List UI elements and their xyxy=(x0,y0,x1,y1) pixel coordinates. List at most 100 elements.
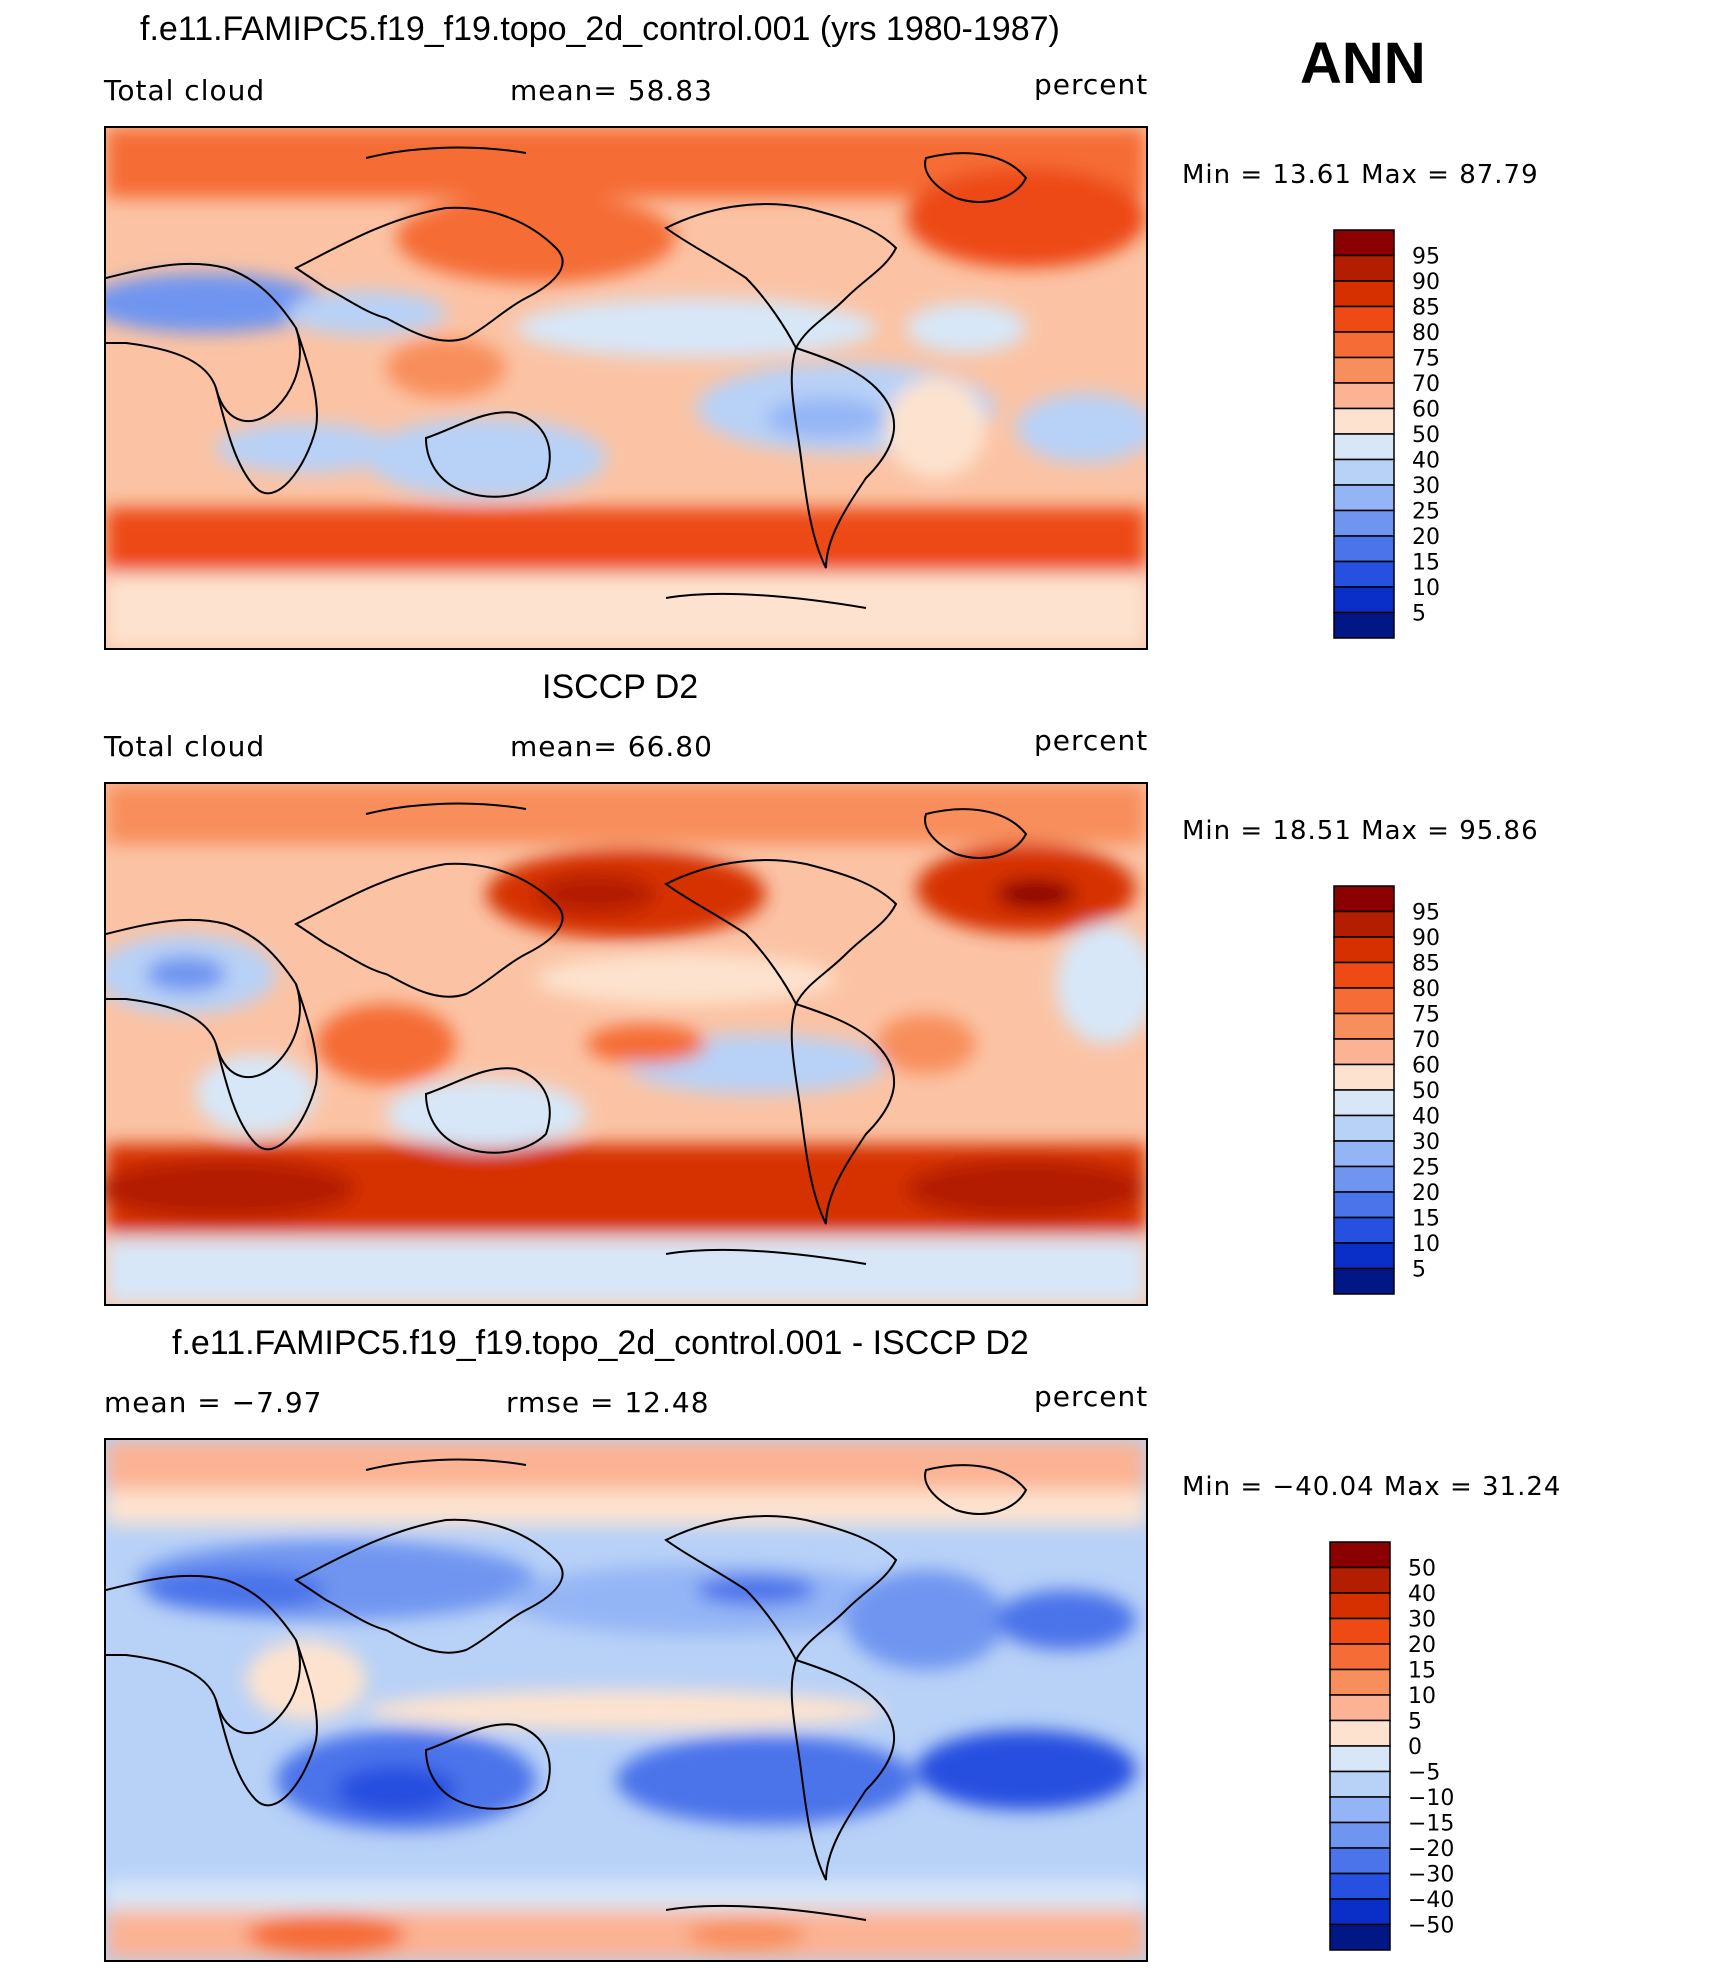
colorbar-tick-label: 40 xyxy=(1412,449,1440,474)
colorbar-tick-label: 75 xyxy=(1412,347,1440,372)
colorbar-swatch xyxy=(1333,560,1395,588)
colorbar-tick-label: 50 xyxy=(1412,1079,1440,1104)
colorbar-swatch xyxy=(1333,1114,1395,1142)
coastlines xyxy=(106,146,1028,609)
colorbar-tick-label: 40 xyxy=(1412,1105,1440,1130)
colorbar-swatch xyxy=(1333,407,1395,435)
difference-map xyxy=(104,1438,1148,1962)
panel-title: f.e11.FAMIPC5.f19_f19.topo_2d_control.00… xyxy=(172,1324,1029,1362)
colorbar-swatch xyxy=(1329,1566,1391,1594)
colorbar-tick-label: 40 xyxy=(1408,1582,1436,1607)
colorbar-swatch xyxy=(1333,535,1395,563)
colorbar-swatch xyxy=(1329,1643,1391,1671)
colorbar-swatch xyxy=(1329,1592,1391,1620)
variable-label: Total cloud xyxy=(104,730,266,763)
colorbar-swatch xyxy=(1333,1191,1395,1219)
colorbar-swatch xyxy=(1333,910,1395,938)
colorbar-tick-label: 10 xyxy=(1408,1684,1436,1709)
colorbar-tick-label: −20 xyxy=(1408,1837,1454,1862)
colorbar-tick-label: 15 xyxy=(1412,551,1440,576)
model-map-field xyxy=(106,128,1146,648)
variable-label: Total cloud xyxy=(104,74,266,107)
colorbar-swatch xyxy=(1333,433,1395,461)
colorbar-tick-label: −5 xyxy=(1408,1761,1440,1786)
observation-map-field xyxy=(106,784,1146,1304)
colorbar-tick-label: 90 xyxy=(1412,926,1440,951)
colorbar-swatch xyxy=(1329,1694,1391,1722)
colorbar-tick-label: −40 xyxy=(1408,1888,1454,1913)
colorbar-swatch xyxy=(1333,280,1395,308)
colorbar-swatch xyxy=(1333,305,1395,333)
colorbar-tick-label: 80 xyxy=(1412,977,1440,1002)
colorbar-swatch xyxy=(1333,382,1395,410)
colorbar-tick-label: 15 xyxy=(1408,1659,1436,1684)
observation-map xyxy=(104,782,1148,1306)
colorbar-swatch xyxy=(1333,1089,1395,1117)
colorbar-tick-label: 85 xyxy=(1412,296,1440,321)
minmax-label: Min = 13.61 Max = 87.79 xyxy=(1182,160,1539,190)
colorbar-tick-label: 95 xyxy=(1412,901,1440,926)
colorbar-tick-label: 5 xyxy=(1408,1710,1422,1735)
colorbar-swatch xyxy=(1333,1140,1395,1168)
colorbar-tick-label: −15 xyxy=(1408,1812,1454,1837)
colorbar-swatch xyxy=(1329,1541,1391,1569)
colorbar-tick-label: −30 xyxy=(1408,1863,1454,1888)
colorbar-tick-label: 80 xyxy=(1412,321,1440,346)
coastlines xyxy=(106,802,1028,1265)
colorbar-swatch xyxy=(1333,961,1395,989)
colorbar-swatch xyxy=(1333,458,1395,486)
mean-label: mean = −7.97 xyxy=(104,1386,323,1419)
colorbar-tick-label: 5 xyxy=(1412,1258,1426,1283)
colorbar-tick-label: 50 xyxy=(1412,423,1440,448)
colorbar-tick-label: 70 xyxy=(1412,372,1440,397)
colorbar-tick-label: 20 xyxy=(1412,525,1440,550)
panel-title: ISCCP D2 xyxy=(542,668,699,706)
colorbar-swatch xyxy=(1333,1038,1395,1066)
colorbar-swatch xyxy=(1333,1216,1395,1244)
units-label: percent xyxy=(1034,68,1149,101)
colorbar-swatch xyxy=(1333,1242,1395,1270)
colorbar-tick-label: 0 xyxy=(1408,1735,1422,1760)
colorbar-tick-label: 90 xyxy=(1412,270,1440,295)
colorbar-tick-label: −50 xyxy=(1408,1914,1454,1939)
difference-map-field xyxy=(106,1440,1146,1960)
colorbar-swatch xyxy=(1329,1770,1391,1798)
colorbar-tick-label: 30 xyxy=(1412,1130,1440,1155)
coastlines xyxy=(106,1458,1028,1921)
colorbar-tick-label: 10 xyxy=(1412,1232,1440,1257)
colorbar-swatch xyxy=(1333,484,1395,512)
colorbar-swatch xyxy=(1333,1165,1395,1193)
colorbar-swatch xyxy=(1333,987,1395,1015)
mean-label: mean= 58.83 xyxy=(510,74,713,107)
colorbar-swatch xyxy=(1333,936,1395,964)
colorbar-swatch xyxy=(1329,1719,1391,1747)
units-label: percent xyxy=(1034,1380,1149,1413)
minmax-label: Min = 18.51 Max = 95.86 xyxy=(1182,816,1539,846)
colorbar-swatch xyxy=(1333,1063,1395,1091)
colorbar-swatch xyxy=(1333,509,1395,537)
colorbar-tick-label: 30 xyxy=(1408,1608,1436,1633)
colorbar-tick-label: 85 xyxy=(1412,952,1440,977)
colorbar-tick-label: 10 xyxy=(1412,576,1440,601)
colorbar-tick-label: 20 xyxy=(1412,1181,1440,1206)
colorbar-tick-label: 75 xyxy=(1412,1003,1440,1028)
colorbar-tick-label: 15 xyxy=(1412,1207,1440,1232)
colorbar-swatch xyxy=(1333,254,1395,282)
colorbar-swatch xyxy=(1329,1923,1391,1951)
model-map xyxy=(104,126,1148,650)
colorbar-swatch xyxy=(1333,356,1395,384)
colorbar-swatch xyxy=(1329,1668,1391,1696)
colorbar-tick-label: 50 xyxy=(1408,1557,1436,1582)
colorbar-tick-label: 30 xyxy=(1412,474,1440,499)
colorbar-tick-label: 25 xyxy=(1412,1156,1440,1181)
colorbar-swatch xyxy=(1329,1847,1391,1875)
colorbar-swatch xyxy=(1333,229,1395,257)
panel-title: f.e11.FAMIPC5.f19_f19.topo_2d_control.00… xyxy=(140,10,1060,48)
colorbar-swatch xyxy=(1333,1012,1395,1040)
minmax-label: Min = −40.04 Max = 31.24 xyxy=(1182,1472,1562,1502)
colorbar-tick-label: 60 xyxy=(1412,398,1440,423)
colorbar: 95 90 85 80 75 70 60 50 40 30 25 20 15 10 5 xyxy=(1330,228,1530,640)
